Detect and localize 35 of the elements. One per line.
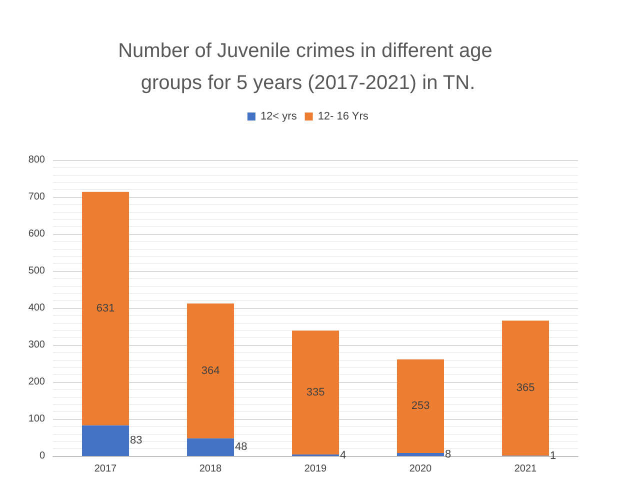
bar	[502, 320, 549, 456]
x-tick-label: 2018	[199, 464, 222, 474]
x-tick-label: 2020	[409, 464, 432, 474]
bar	[397, 359, 444, 454]
bar	[292, 330, 339, 455]
bar	[397, 453, 444, 456]
data-label: 8	[445, 448, 452, 461]
legend-label: 12- 16 Yrs	[318, 110, 369, 122]
y-tick-label: 200	[28, 376, 46, 388]
y-tick-label: 400	[28, 302, 46, 314]
data-label: 48	[235, 441, 248, 454]
bar	[187, 438, 234, 456]
chart-title: Number of Juvenile crimes in different age groups for 5 years (2017-2021) in TN.	[118, 40, 498, 94]
data-label: 364	[201, 364, 220, 377]
data-label: 4	[340, 449, 346, 462]
bar	[187, 304, 234, 438]
y-tick-label: 600	[28, 228, 46, 240]
y-tick-label: 300	[28, 340, 46, 350]
data-label: 1	[550, 450, 556, 462]
bar	[82, 192, 129, 426]
y-tick-label: 500	[28, 266, 46, 276]
data-label: 83	[130, 434, 142, 447]
bar	[82, 425, 129, 456]
y-tick-label: 0	[39, 450, 46, 462]
data-label: 631	[96, 302, 115, 315]
x-tick-label: 2017	[94, 464, 118, 474]
x-tick-label: 2021	[514, 464, 538, 474]
y-tick-label: 800	[28, 154, 46, 166]
y-tick-label: 100	[28, 414, 46, 424]
x-tick-label: 2019	[304, 464, 328, 474]
y-tick-label: 700	[28, 192, 46, 202]
data-label: 253	[411, 400, 430, 412]
data-label: 335	[306, 386, 325, 399]
data-label: 365	[516, 382, 535, 394]
legend-label: 12< yrs	[260, 110, 298, 122]
